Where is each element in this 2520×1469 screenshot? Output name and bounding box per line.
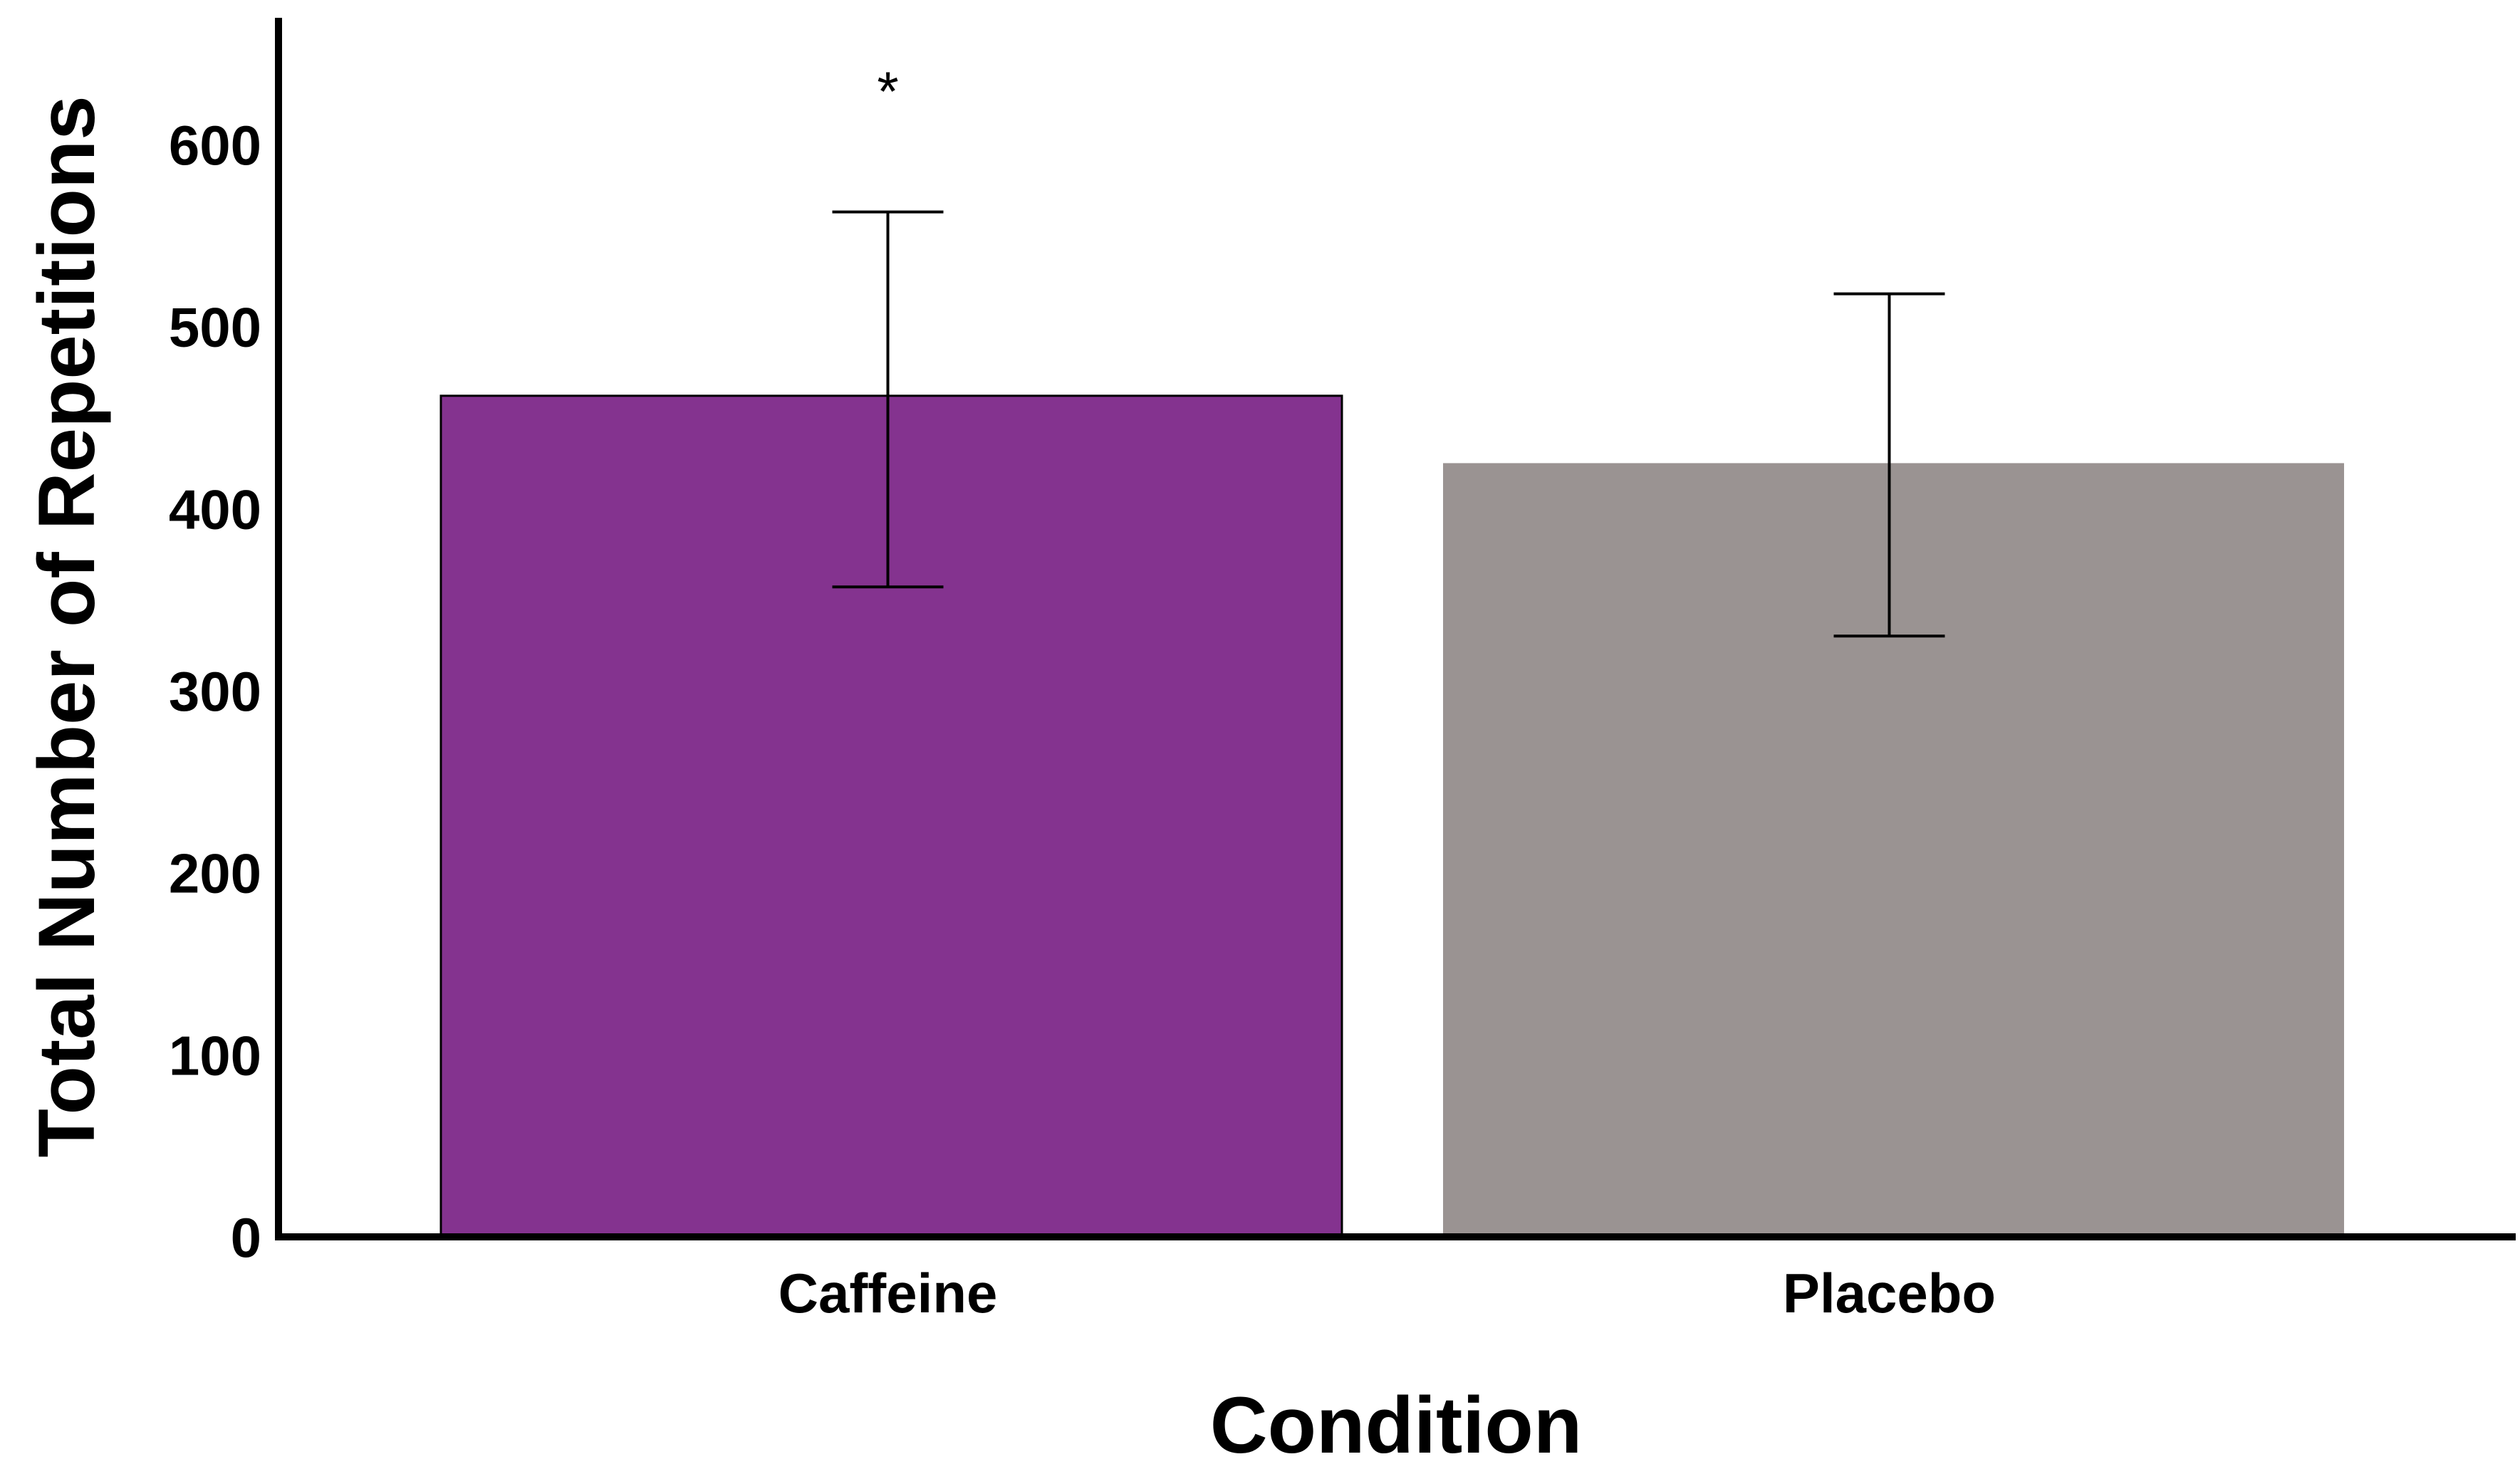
bar-placebo: [1443, 463, 2344, 1237]
x-tick-label-placebo: Placebo: [1783, 1262, 1996, 1324]
y-tick-label: 300: [169, 660, 261, 723]
bar-caffeine: [439, 394, 1343, 1238]
y-tick-label: 100: [169, 1024, 261, 1087]
x-axis-category-labels: Caffeine Placebo: [779, 1262, 1996, 1324]
x-tick-label-caffeine: Caffeine: [779, 1262, 998, 1324]
y-tick-label: 500: [169, 296, 261, 359]
y-axis-ticks: 0 100 200 300 400 500 600: [169, 114, 261, 1269]
bars: [439, 394, 2344, 1238]
significance-annotations: *: [877, 60, 898, 122]
error-bars: [832, 210, 1945, 638]
y-tick-label: 600: [169, 114, 261, 177]
y-axis-title: Total Number of Repetitions: [22, 95, 111, 1157]
y-tick-label: 200: [169, 842, 261, 905]
x-axis-title: Condition: [1210, 1381, 1582, 1469]
significance-asterisk: *: [877, 60, 898, 122]
y-tick-label: 0: [231, 1206, 261, 1269]
y-tick-label: 400: [169, 478, 261, 540]
